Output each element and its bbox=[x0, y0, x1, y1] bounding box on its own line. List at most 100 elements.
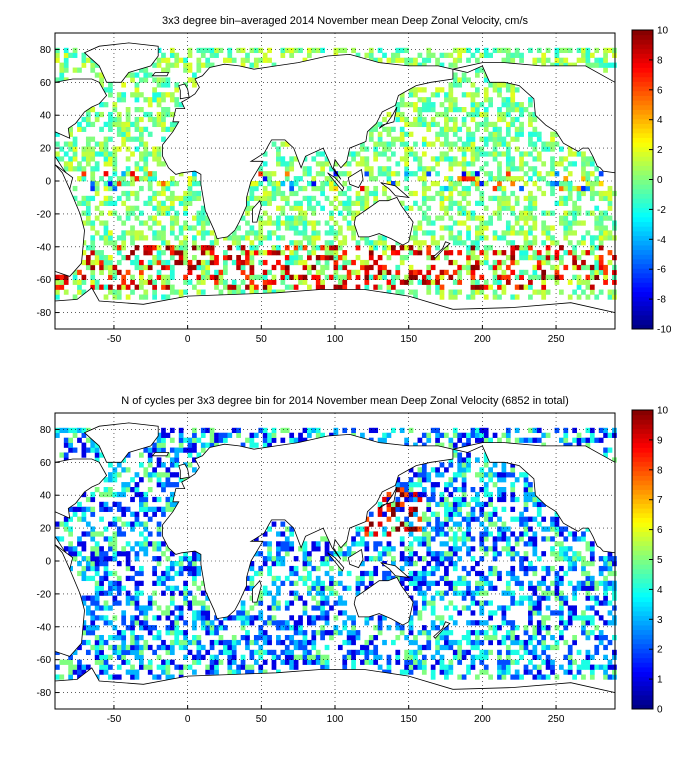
bin-cell bbox=[307, 235, 312, 241]
bin-cell bbox=[214, 432, 219, 438]
bin-cell bbox=[501, 289, 507, 295]
bin-cell bbox=[439, 551, 445, 557]
bin-cell bbox=[488, 264, 493, 271]
bin-cell bbox=[130, 250, 135, 256]
bin-cell bbox=[475, 457, 480, 463]
bin-cell bbox=[200, 215, 206, 221]
bin-cell bbox=[116, 146, 122, 152]
coastline bbox=[378, 486, 398, 509]
bin-cell bbox=[519, 230, 524, 236]
bin-cell bbox=[439, 442, 445, 448]
bin-cell bbox=[457, 82, 463, 88]
bin-cell bbox=[351, 536, 356, 542]
bin-cell bbox=[196, 47, 202, 54]
bin-cell bbox=[81, 625, 87, 631]
bin-cell bbox=[452, 442, 458, 448]
bin-cell bbox=[603, 52, 608, 58]
bin-cell bbox=[470, 210, 476, 216]
bin-cell bbox=[430, 610, 436, 616]
bin-cell bbox=[479, 146, 485, 152]
bin-cell bbox=[81, 570, 87, 577]
bin-cell bbox=[457, 250, 463, 256]
bin-cell bbox=[165, 92, 171, 98]
bin-cell bbox=[536, 176, 542, 182]
colorbar-segment bbox=[632, 72, 653, 78]
bin-cell bbox=[377, 551, 383, 557]
bin-cell bbox=[528, 136, 533, 142]
bin-cell bbox=[342, 240, 348, 246]
bin-cell bbox=[413, 570, 418, 577]
bin-cell bbox=[514, 176, 520, 182]
bin-cell bbox=[536, 501, 542, 508]
bin-cell bbox=[519, 107, 524, 113]
x-tick-label: 200 bbox=[474, 714, 491, 725]
bin-cell bbox=[139, 264, 144, 271]
bin-cell bbox=[519, 595, 524, 601]
bin-cell bbox=[439, 491, 445, 498]
bin-cell bbox=[585, 274, 591, 280]
bin-cell bbox=[85, 605, 91, 611]
bin-cell bbox=[161, 57, 166, 63]
bin-cell bbox=[342, 205, 348, 211]
colorbar-segment bbox=[632, 207, 653, 213]
bin-cell bbox=[156, 546, 162, 552]
bin-cell bbox=[355, 585, 361, 591]
bin-cell bbox=[541, 649, 547, 656]
bin-cell bbox=[479, 427, 485, 434]
bin-cell bbox=[452, 141, 458, 147]
bin-cell bbox=[483, 205, 489, 211]
bin-cell bbox=[147, 541, 153, 547]
bin-cell bbox=[536, 625, 542, 631]
bin-cell bbox=[178, 615, 184, 621]
bin-cell bbox=[161, 200, 166, 206]
bin-cell bbox=[430, 511, 436, 517]
bin-cell bbox=[116, 501, 122, 508]
bin-cell bbox=[81, 491, 87, 498]
bin-cell bbox=[483, 511, 489, 517]
bin-cell bbox=[532, 501, 538, 508]
bin-cell bbox=[192, 570, 197, 577]
bin-cell bbox=[258, 590, 264, 596]
colorbar-segment bbox=[632, 512, 653, 518]
bin-cell bbox=[245, 639, 250, 646]
bin-cell bbox=[280, 141, 286, 147]
bin-cell bbox=[439, 432, 445, 438]
bin-cell bbox=[457, 536, 463, 542]
bin-cell bbox=[594, 595, 600, 601]
bin-cell bbox=[510, 136, 516, 142]
bin-cell bbox=[302, 561, 308, 567]
bin-cell bbox=[581, 240, 586, 246]
bin-cell bbox=[223, 264, 228, 271]
bin-cell bbox=[488, 501, 493, 508]
bin-cell bbox=[444, 551, 449, 557]
bin-cell bbox=[271, 600, 277, 606]
bin-cell bbox=[81, 639, 87, 646]
bin-cell bbox=[108, 590, 113, 596]
bin-cell bbox=[112, 121, 118, 128]
bin-cell bbox=[315, 230, 321, 236]
bin-cell bbox=[169, 659, 175, 665]
bin-cell bbox=[567, 669, 573, 675]
bin-cell bbox=[523, 284, 529, 290]
bin-cell bbox=[196, 190, 202, 197]
bin-cell bbox=[417, 245, 423, 251]
bin-cell bbox=[598, 235, 604, 241]
bin-cell bbox=[523, 669, 529, 675]
bin-cell bbox=[147, 630, 153, 636]
bin-cell bbox=[572, 635, 577, 641]
bin-cell bbox=[161, 190, 166, 197]
bin-cell bbox=[192, 565, 197, 572]
velocity-title: 3x3 degree bin–averaged 2014 November me… bbox=[162, 15, 529, 27]
bin-cell bbox=[196, 610, 202, 616]
bin-cell bbox=[147, 477, 153, 483]
bin-cell bbox=[143, 200, 149, 206]
bin-cell bbox=[528, 600, 533, 606]
bin-cell bbox=[333, 427, 339, 434]
bin-cell bbox=[196, 195, 202, 202]
bin-cell bbox=[585, 659, 591, 665]
bin-cell bbox=[165, 126, 171, 132]
bin-cell bbox=[523, 551, 529, 557]
bin-cell bbox=[421, 151, 427, 157]
bin-cell bbox=[271, 171, 277, 177]
bin-cell bbox=[532, 536, 538, 542]
